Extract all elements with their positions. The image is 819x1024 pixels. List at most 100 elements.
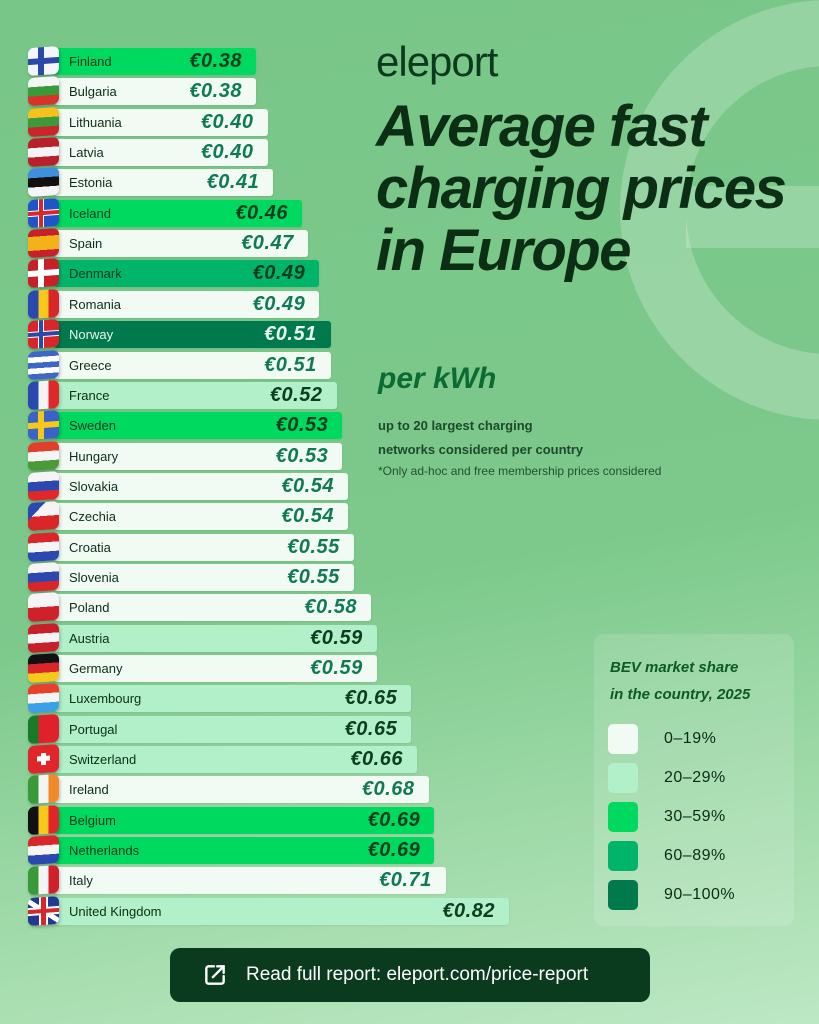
bar-row: United Kingdom €0.82 [28,895,509,926]
bar-row: Slovakia €0.54 [28,470,348,501]
price-label: €0.52 [269,383,323,406]
page-title: Average fast charging prices in Europe [376,94,787,283]
bar-row: Finland €0.38 [28,45,256,77]
country-label: Belgium [69,812,116,828]
read-full-report-button[interactable]: Read full report: eleport.com/price-repo… [170,948,650,1002]
country-label: Ireland [69,782,109,798]
country-label: Norway [69,327,114,343]
price-label: €0.51 [264,323,317,346]
price-bar [54,776,429,804]
country-label: Germany [69,661,123,676]
bar-row: Estonia €0.41 [28,167,274,198]
legend-label: 60–89% [664,847,726,864]
flag-icon [28,440,59,471]
bar-row: Sweden €0.53 [28,410,343,441]
flag-icon [28,804,59,835]
flag-icon [28,743,59,775]
country-label: Finland [69,54,112,69]
price-label: €0.66 [350,748,403,771]
price-label: €0.40 [200,141,254,164]
price-label: €0.59 [310,626,363,649]
flag-icon [28,531,59,562]
legend-swatch [608,724,638,754]
flag-icon [28,410,59,441]
bar-row: Bulgaria €0.38 [28,76,256,107]
subtitle-line-1: up to 20 largest charging [378,418,533,433]
legend-title-line-1: BEV market share [610,659,739,676]
price-bar [54,806,435,834]
flag-icon [28,652,59,684]
bar-row: Denmark €0.49 [28,258,320,289]
bar-row: Austria €0.59 [28,622,377,653]
price-bar [54,78,256,106]
price-bar [54,746,417,774]
country-label: Iceland [69,205,111,221]
bar-row: Ireland €0.68 [28,774,429,805]
price-bar [54,897,509,925]
flag-icon [28,349,59,380]
price-label: €0.71 [379,869,432,892]
price-label: €0.69 [367,839,421,862]
country-label: Slovakia [69,478,119,494]
country-label: Netherlands [69,843,140,859]
country-label: Romania [69,296,122,312]
country-label: Lithuania [69,114,122,130]
price-bar [54,867,446,895]
eleport-logo: eleport [376,38,498,85]
price-label: €0.49 [252,262,306,285]
price-bar [54,381,337,409]
read-full-report-label: Read full report: eleport.com/price-repo… [246,964,589,985]
price-bar [54,139,268,167]
bar-row: Poland €0.58 [28,592,371,623]
price-bar [54,715,412,743]
legend-item: 30–59% [608,802,788,832]
legend-item: 0–19% [608,724,788,754]
price-bar [54,108,268,136]
bar-row: Portugal €0.65 [28,713,412,744]
price-bar [54,533,354,561]
decorative-e-bar [686,186,819,248]
country-label: Italy [69,873,93,889]
country-label: Poland [69,600,110,616]
external-link-icon [205,965,225,985]
legend-item: 60–89% [608,841,788,871]
price-label: €0.59 [310,657,363,679]
legend-swatch [608,802,638,832]
country-label: Switzerland [69,752,137,768]
legend-swatch [608,880,638,910]
country-label: Austria [69,630,110,646]
flag-icon [28,76,59,107]
price-bar [54,624,377,652]
flag-icon [28,228,59,259]
bar-row: Germany €0.59 [28,652,377,684]
legend-label: 20–29% [664,769,726,786]
price-bar [54,685,412,713]
flag-icon [28,319,59,350]
flag-icon [28,561,59,593]
bar-row: Romania €0.49 [28,288,320,319]
price-bar [54,503,348,531]
bar-row: Italy €0.71 [28,865,446,896]
flag-icon [28,835,59,866]
legend-label: 90–100% [664,886,736,903]
price-bar [54,199,302,227]
country-label: Czechia [69,509,116,525]
bar-row: Czechia €0.54 [28,501,348,532]
price-label: €0.53 [275,414,329,437]
flag-icon [28,288,59,319]
country-label: Greece [69,357,112,373]
country-label: Luxembourg [69,691,142,707]
legend-title-line-2: in the country, 2025 [610,686,751,703]
unit-label: per kWh [378,362,497,395]
price-bar [54,351,331,379]
country-label: Estonia [69,175,113,191]
price-bar [54,837,435,865]
price-bar [54,321,331,349]
country-label: Portugal [69,721,118,737]
price-bar [54,48,256,75]
subtitle-line-2: networks considered per country [378,442,584,457]
country-label: Croatia [69,539,111,555]
country-label: Spain [69,236,103,252]
price-label: €0.55 [287,565,340,588]
price-label: €0.53 [275,444,329,467]
